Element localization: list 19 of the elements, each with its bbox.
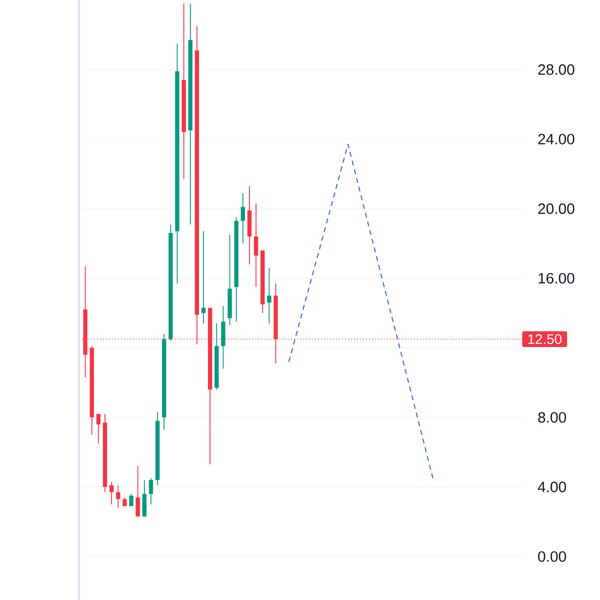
y-tick-label: 24.00 [538,134,574,144]
ref-line-label: 12.50 [528,334,562,344]
y-tick-label: 0.00 [538,551,566,562]
candlestick [129,493,134,507]
y-tick-label: 16.00 [538,272,574,284]
candlestick [201,230,206,324]
candlestick [136,466,140,517]
y-tick-label: 28.00 [538,64,574,75]
candlestick [96,413,101,444]
candlestick [148,478,154,505]
candlestick [116,484,120,508]
y-tick-label: 20.00 [538,203,574,214]
candlestick [109,481,114,505]
candlestick [142,480,146,517]
candlestick [240,192,245,244]
candlestick [254,203,258,288]
y-tick-label: 8.00 [538,412,566,423]
y-tick-label: 4.00 [538,482,566,492]
candlestick [267,267,272,324]
